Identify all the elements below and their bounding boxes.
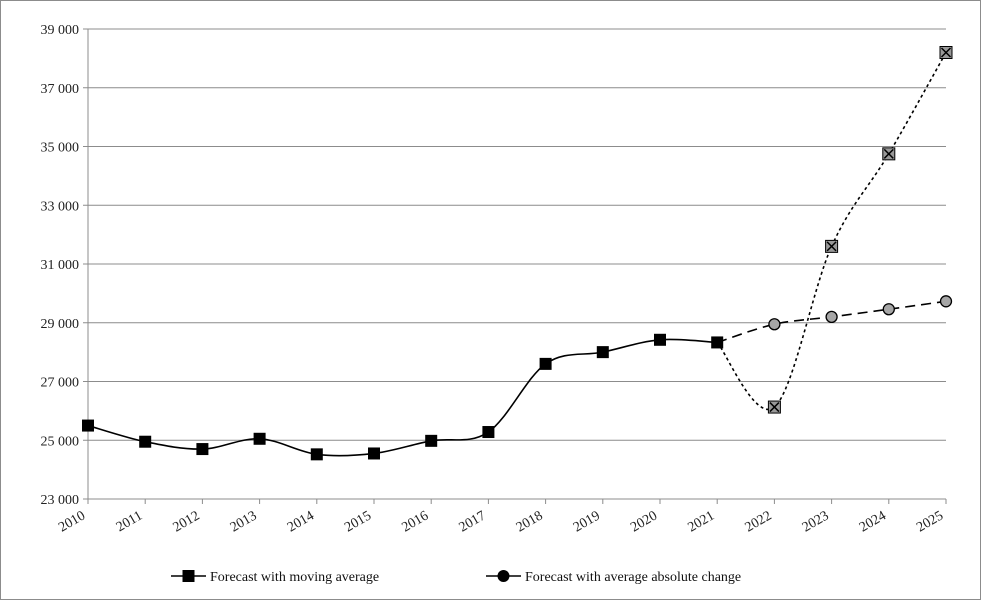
data-point-cross: [769, 402, 780, 413]
x-tick-label: 2016: [399, 508, 431, 535]
x-tick-label: 2023: [800, 508, 832, 535]
series-markers: [82, 46, 953, 461]
data-point-square: [310, 448, 323, 461]
series-line: [716, 52, 947, 411]
data-point-square: [425, 434, 438, 447]
x-tick-label: 2024: [857, 508, 889, 535]
x-tick-label: 2025: [914, 508, 946, 535]
x-tick-label: 2022: [743, 508, 775, 535]
data-point-circle: [768, 318, 781, 331]
data-point-square: [368, 447, 380, 460]
x-tick-label: 2010: [56, 508, 88, 535]
series-line: [87, 338, 718, 457]
data-point-square: [196, 443, 209, 456]
x-tick-label: 2012: [171, 508, 203, 535]
data-point-cross: [940, 47, 952, 58]
legend-label-moving-average: Forecast with moving average: [210, 570, 379, 585]
x-tick-label: 2017: [457, 508, 489, 535]
legend-item-moving-average: Forecast with moving average: [171, 570, 379, 585]
y-tick-label: 37 000: [41, 82, 80, 97]
legend-circle-marker-icon: [497, 570, 510, 582]
data-point-square: [482, 426, 495, 439]
x-tick-label: 2014: [285, 508, 317, 535]
data-point-circle: [939, 295, 953, 308]
legend-item-average-absolute-change: Forecast with average absolute change: [486, 570, 741, 585]
axes: [83, 28, 947, 504]
y-tick-label: 39 000: [41, 23, 80, 38]
data-point-cross: [883, 148, 894, 159]
legend-square-marker-icon: [182, 570, 195, 582]
data-point-cross: [826, 241, 837, 252]
y-tick-labels: 23 000 25 000 27 000 29 000 31 000 33 000 35 0…: [41, 23, 80, 508]
data-point-square: [596, 346, 609, 359]
legend: Forecast with moving average Forecast wi…: [171, 570, 741, 585]
series-lines: [87, 52, 947, 457]
y-tick-label: 27 000: [41, 376, 80, 391]
y-tick-label: 25 000: [41, 434, 80, 449]
x-tick-label: 2013: [228, 508, 260, 535]
x-tick-label: 2011: [114, 508, 145, 535]
x-tick-label: 2018: [514, 508, 546, 535]
data-point-square: [253, 432, 266, 445]
data-point-square: [82, 419, 94, 432]
legend-label-average-absolute-change: Forecast with average absolute change: [525, 570, 741, 585]
x-tick-label: 2020: [628, 508, 660, 535]
y-tick-label: 29 000: [41, 317, 80, 332]
data-point-circle: [882, 303, 895, 316]
y-tick-label: 33 000: [41, 199, 80, 214]
x-tick-label: 2015: [342, 508, 374, 535]
data-point-square: [654, 333, 666, 346]
data-point-square: [539, 357, 552, 370]
data-point-circle: [825, 310, 838, 324]
data-point-square: [711, 336, 724, 349]
y-tick-label: 23 000: [41, 493, 80, 508]
data-point-square: [139, 435, 152, 448]
y-tick-label: 35 000: [41, 141, 80, 156]
gridlines: [88, 28, 946, 500]
x-tick-label: 2019: [571, 508, 603, 535]
x-tick-label: 2021: [685, 508, 717, 535]
x-tick-labels: 2010 2011 2012 2013 2014 2015 2016 2017 2018 2019…: [56, 508, 946, 535]
y-tick-label: 31 000: [41, 258, 80, 273]
